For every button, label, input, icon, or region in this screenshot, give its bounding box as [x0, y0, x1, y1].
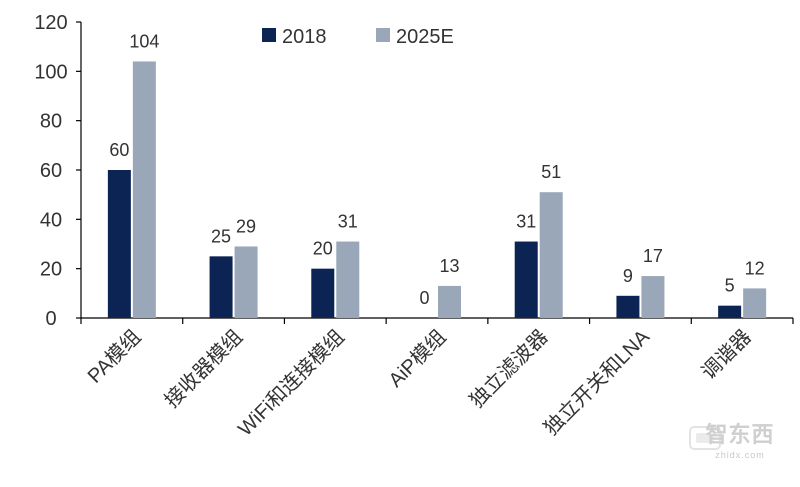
watermark-text: 智东西 [705, 422, 774, 447]
bars-layer [107, 61, 767, 318]
data-label-2018-3: 0 [419, 288, 429, 308]
y-tick-label: 100 [34, 61, 67, 83]
legend-label-2025e: 2025E [396, 26, 454, 48]
bar-2025e-6 [743, 288, 767, 318]
category-label-4: 独立滤波器 [465, 325, 552, 412]
data-label-2025e-5: 17 [643, 246, 663, 266]
data-label-2025e-2: 31 [338, 212, 358, 232]
watermark-icon [689, 426, 721, 450]
y-tick-label: 20 [40, 259, 62, 281]
data-label-2018-2: 20 [313, 239, 333, 259]
category-label-3: AiP模组 [384, 325, 451, 392]
data-label-2025e-3: 13 [439, 256, 459, 276]
data-label-2025e-0: 104 [129, 31, 159, 51]
data-label-2018-5: 9 [623, 266, 633, 286]
legend-swatch-2018 [262, 28, 276, 42]
y-tick-label: 80 [40, 111, 62, 133]
bar-2018-6 [718, 305, 742, 318]
category-label-2: WiFi和连接模组 [234, 325, 349, 440]
data-label-2018-0: 60 [109, 140, 129, 160]
bar-2018-5 [616, 295, 640, 318]
bar-2018-1 [209, 256, 233, 318]
legend: 2018 2025E [262, 26, 454, 48]
data-label-2025e-1: 29 [236, 216, 256, 236]
bar-2025e-5 [641, 276, 665, 318]
category-label-0: PA模组 [83, 325, 145, 387]
watermark-subtext: zhidx.com [715, 450, 765, 460]
data-label-2025e-6: 12 [745, 258, 765, 278]
y-tick-label: 0 [45, 308, 56, 330]
y-tick-label: 40 [40, 209, 62, 231]
bar-2018-2 [311, 268, 335, 318]
category-label-6: 调谐器 [697, 325, 756, 384]
legend-swatch-2025e [376, 28, 390, 42]
data-label-2018-1: 25 [211, 226, 231, 246]
bar-2025e-4 [539, 192, 563, 318]
y-tick-label: 60 [40, 160, 62, 182]
bar-2018-4 [514, 241, 538, 318]
category-label-5: 独立开关和LNA [539, 325, 654, 440]
bar-2018-0 [107, 170, 131, 318]
bar-2025e-2 [336, 241, 360, 318]
bar-2025e-0 [132, 61, 156, 318]
category-label-1: 接收器模组 [160, 325, 247, 412]
y-tick-label: 120 [34, 12, 67, 34]
data-labels-layer: 60 25 20 0 31 9 5 104 29 31 13 51 17 12 [109, 31, 764, 308]
data-label-2025e-4: 51 [541, 162, 561, 182]
watermark-logo: 智东西 zhidx.com [689, 422, 774, 460]
data-label-2018-6: 5 [725, 276, 735, 296]
bar-2025e-1 [234, 246, 258, 318]
bar-2025e-3 [438, 285, 461, 318]
legend-label-2018: 2018 [282, 26, 327, 48]
data-label-2018-4: 31 [516, 212, 536, 232]
